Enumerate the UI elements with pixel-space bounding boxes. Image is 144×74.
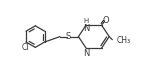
Text: N: N <box>83 24 89 32</box>
Text: S: S <box>66 32 71 41</box>
Text: O: O <box>103 16 109 25</box>
Text: N: N <box>83 49 89 58</box>
Text: Cl: Cl <box>21 43 29 52</box>
Text: H: H <box>84 18 89 24</box>
Text: CH₃: CH₃ <box>116 36 130 45</box>
